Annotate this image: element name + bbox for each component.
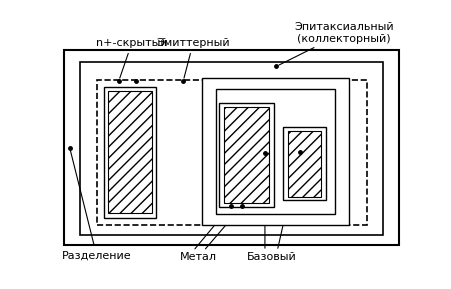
Text: Метал: Метал: [179, 252, 216, 262]
Text: Базовый: Базовый: [247, 252, 296, 262]
Text: Эпитаксиальный
(коллекторный): Эпитаксиальный (коллекторный): [278, 22, 393, 65]
Text: n+-скрытый: n+-скрытый: [96, 38, 167, 78]
Text: Разделение: Разделение: [62, 151, 131, 261]
Bar: [97, 80, 366, 225]
Bar: [283, 127, 325, 201]
Bar: [64, 50, 398, 245]
Bar: [223, 107, 268, 203]
Bar: [287, 131, 320, 197]
Bar: [108, 91, 152, 213]
Bar: [104, 87, 156, 218]
Bar: [80, 62, 382, 235]
Bar: [202, 78, 348, 225]
Text: Эмиттерный: Эмиттерный: [156, 38, 230, 78]
Bar: [216, 89, 334, 214]
Bar: [219, 103, 273, 207]
